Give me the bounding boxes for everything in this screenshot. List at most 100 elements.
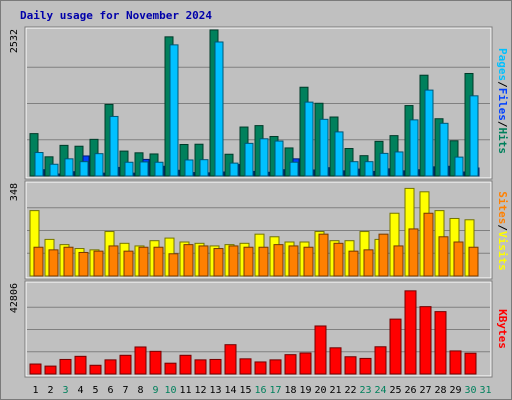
y-max-label-0: 2532 xyxy=(9,29,20,53)
x-label-day-4: 4 xyxy=(77,385,83,396)
legend-item-visits: Visits xyxy=(496,231,509,271)
x-label-day-19: 19 xyxy=(299,385,311,396)
bar-kbytes-day-10 xyxy=(164,362,177,375)
bar-files-day-15 xyxy=(244,142,254,177)
x-label-day-24: 24 xyxy=(374,385,386,396)
bar-sites-day-11 xyxy=(183,244,194,277)
bar-kbytes-day-28 xyxy=(434,311,447,375)
bar-kbytes-day-6 xyxy=(104,359,117,375)
bar-sites-day-16 xyxy=(258,246,269,277)
bar-sites-day-12 xyxy=(198,245,209,277)
bar-sites-day-18 xyxy=(288,245,299,277)
bar-files-day-10 xyxy=(169,44,179,177)
bar-kbytes-day-21 xyxy=(329,347,342,375)
bar-kbytes-day-20 xyxy=(314,325,327,375)
bar-files-day-28 xyxy=(439,122,449,177)
x-label-day-20: 20 xyxy=(314,385,326,396)
x-label-day-6: 6 xyxy=(107,385,113,396)
bar-sites-day-25 xyxy=(393,245,404,277)
bar-kbytes-day-24 xyxy=(374,346,387,375)
bar-files-day-18 xyxy=(289,161,299,177)
panel-border-0 xyxy=(24,26,493,180)
bar-files-day-11 xyxy=(184,159,194,177)
bar-kbytes-day-4 xyxy=(74,355,87,375)
bar-kbytes-day-13 xyxy=(209,358,222,375)
bar-files-day-1 xyxy=(34,152,44,177)
bar-kbytes-day-1 xyxy=(29,363,42,375)
bar-files-day-22 xyxy=(349,161,359,177)
bar-sites-day-22 xyxy=(348,250,359,277)
x-label-day-30: 30 xyxy=(464,385,476,396)
panel-border-2 xyxy=(24,280,493,378)
bar-sites-day-4 xyxy=(78,251,89,277)
bar-sites-day-14 xyxy=(228,245,239,277)
x-label-day-28: 28 xyxy=(434,385,446,396)
x-label-day-10: 10 xyxy=(164,385,176,396)
x-label-day-27: 27 xyxy=(419,385,431,396)
bar-kbytes-day-9 xyxy=(149,350,162,375)
bar-sites-day-7 xyxy=(123,250,134,277)
x-label-day-21: 21 xyxy=(329,385,341,396)
bar-files-day-24 xyxy=(379,152,389,177)
bar-files-day-6 xyxy=(109,115,119,177)
bar-kbytes-day-18 xyxy=(284,354,297,375)
legend-item-kbytes: KBytes xyxy=(496,309,509,349)
bar-files-day-9 xyxy=(154,161,164,177)
x-label-day-11: 11 xyxy=(179,385,191,396)
x-label-day-12: 12 xyxy=(194,385,206,396)
bar-sites-day-13 xyxy=(213,248,224,277)
legend-2: KBytes xyxy=(496,309,509,349)
bar-kbytes-day-23 xyxy=(359,357,372,375)
bar-kbytes-day-14 xyxy=(224,344,237,375)
bar-sites-day-27 xyxy=(423,212,434,277)
bar-kbytes-day-11 xyxy=(179,354,192,375)
bar-kbytes-day-26 xyxy=(404,290,417,375)
legend-separator: / xyxy=(496,224,509,231)
legend-item-hits: Hits xyxy=(496,128,509,155)
x-label-day-7: 7 xyxy=(122,385,128,396)
bar-files-day-26 xyxy=(409,119,419,177)
y-max-label-1: 348 xyxy=(9,183,20,201)
bar-kbytes-day-7 xyxy=(119,354,132,375)
bar-files-day-17 xyxy=(274,140,284,177)
bar-kbytes-day-27 xyxy=(419,306,432,375)
bar-files-day-5 xyxy=(94,153,104,177)
bar-sites-day-9 xyxy=(153,246,164,277)
x-label-day-2: 2 xyxy=(47,385,53,396)
bar-sites-day-24 xyxy=(378,233,389,277)
bar-sites-day-20 xyxy=(318,233,329,277)
bar-files-day-14 xyxy=(229,162,239,177)
x-label-day-26: 26 xyxy=(404,385,416,396)
panel-border-1 xyxy=(24,180,493,280)
bar-files-day-13 xyxy=(214,41,224,177)
bar-sites-day-29 xyxy=(453,241,464,277)
bar-sites-day-6 xyxy=(108,245,119,277)
bar-files-day-30 xyxy=(469,95,479,177)
x-label-day-8: 8 xyxy=(137,385,143,396)
bar-kbytes-day-16 xyxy=(254,361,267,375)
bar-sites-day-3 xyxy=(63,246,74,277)
legend-1: Sites/Visits xyxy=(496,191,509,271)
bar-sites-day-10 xyxy=(168,253,179,277)
x-label-day-14: 14 xyxy=(224,385,236,396)
x-label-day-25: 25 xyxy=(389,385,401,396)
x-label-day-15: 15 xyxy=(239,385,251,396)
x-label-day-9: 9 xyxy=(152,385,158,396)
bar-kbytes-day-17 xyxy=(269,359,282,375)
bar-kbytes-day-5 xyxy=(89,364,102,375)
bar-kbytes-day-29 xyxy=(449,350,462,375)
x-label-day-5: 5 xyxy=(92,385,98,396)
x-label-day-18: 18 xyxy=(284,385,296,396)
bar-sites-day-23 xyxy=(363,249,374,277)
bar-files-day-19 xyxy=(304,101,314,177)
bar-sites-day-17 xyxy=(273,244,284,277)
bar-sites-day-2 xyxy=(48,249,59,277)
legend-separator: / xyxy=(496,81,509,88)
bar-kbytes-day-30 xyxy=(464,352,477,375)
x-label-day-22: 22 xyxy=(344,385,356,396)
bar-kbytes-day-22 xyxy=(344,356,357,375)
bar-files-day-7 xyxy=(124,161,134,177)
x-label-day-16: 16 xyxy=(254,385,266,396)
x-label-day-1: 1 xyxy=(32,385,38,396)
